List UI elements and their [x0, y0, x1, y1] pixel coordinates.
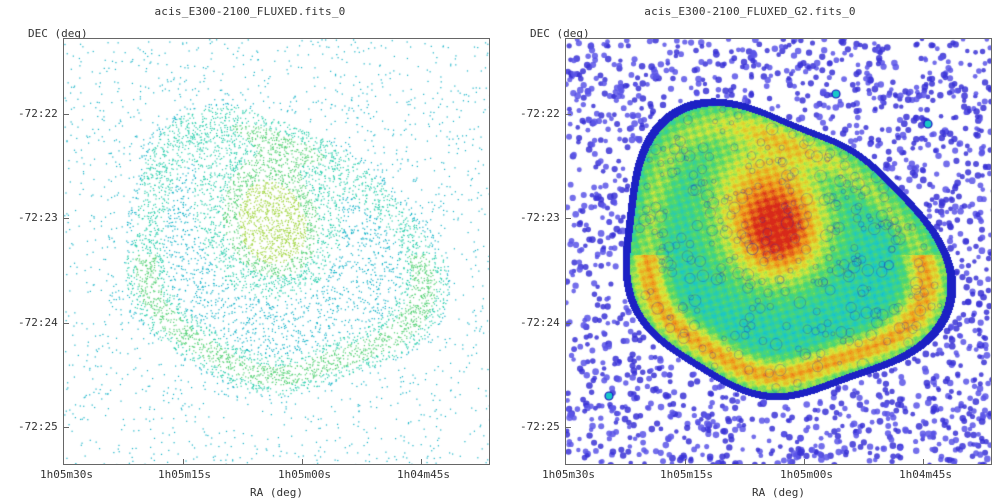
- panel-title: acis_E300-2100_FLUXED.fits_0: [154, 5, 346, 18]
- panel-title: acis_E300-2100_FLUXED_G2.fits_0: [644, 5, 856, 18]
- y-tick-label: -72:24: [520, 316, 560, 329]
- raw-event-image[interactable]: [64, 39, 489, 464]
- y-axis-label: DEC (deg): [28, 27, 88, 40]
- y-tick-mark: [565, 427, 571, 428]
- y-axis-label: DEC (deg): [530, 27, 590, 40]
- x-tick-label: 1h05m00s: [780, 468, 833, 481]
- x-tick-mark: [923, 459, 924, 465]
- y-tick-mark: [565, 323, 571, 324]
- x-tick-label: 1h05m30s: [40, 468, 93, 481]
- x-tick-mark: [685, 459, 686, 465]
- x-tick-label: 1h05m15s: [158, 468, 211, 481]
- y-tick-mark: [63, 427, 69, 428]
- y-tick-mark: [565, 218, 571, 219]
- right-image-panel: acis_E300-2100_FLUXED_G2.fits_0 DEC (deg…: [500, 0, 1000, 504]
- x-tick-label: 1h05m00s: [278, 468, 331, 481]
- x-tick-mark: [183, 459, 184, 465]
- x-tick-label: 1h04m45s: [899, 468, 952, 481]
- x-axis-label: RA (deg): [250, 486, 303, 499]
- y-tick-mark: [565, 114, 571, 115]
- x-tick-label: 1h04m45s: [397, 468, 450, 481]
- x-tick-label: 1h05m30s: [542, 468, 595, 481]
- x-tick-mark: [63, 459, 64, 465]
- x-tick-mark: [804, 459, 805, 465]
- y-tick-label: -72:23: [520, 211, 560, 224]
- left-image-panel: acis_E300-2100_FLUXED.fits_0 DEC (deg) -…: [18, 5, 490, 499]
- y-tick-label: -72:23: [18, 211, 58, 224]
- smoothed-image[interactable]: [566, 39, 991, 464]
- y-tick-label: -72:22: [18, 107, 58, 120]
- y-tick-mark: [63, 323, 69, 324]
- y-tick-label: -72:25: [18, 420, 58, 433]
- x-tick-mark: [565, 459, 566, 465]
- y-tick-label: -72:24: [18, 316, 58, 329]
- y-tick-mark: [63, 114, 69, 115]
- y-tick-mark: [63, 218, 69, 219]
- y-tick-label: -72:25: [520, 420, 560, 433]
- image-frame[interactable]: [565, 38, 992, 465]
- x-axis-label: RA (deg): [752, 486, 805, 499]
- image-frame[interactable]: [63, 38, 490, 465]
- y-tick-label: -72:22: [520, 107, 560, 120]
- x-tick-mark: [302, 459, 303, 465]
- x-tick-label: 1h05m15s: [660, 468, 713, 481]
- x-tick-mark: [421, 459, 422, 465]
